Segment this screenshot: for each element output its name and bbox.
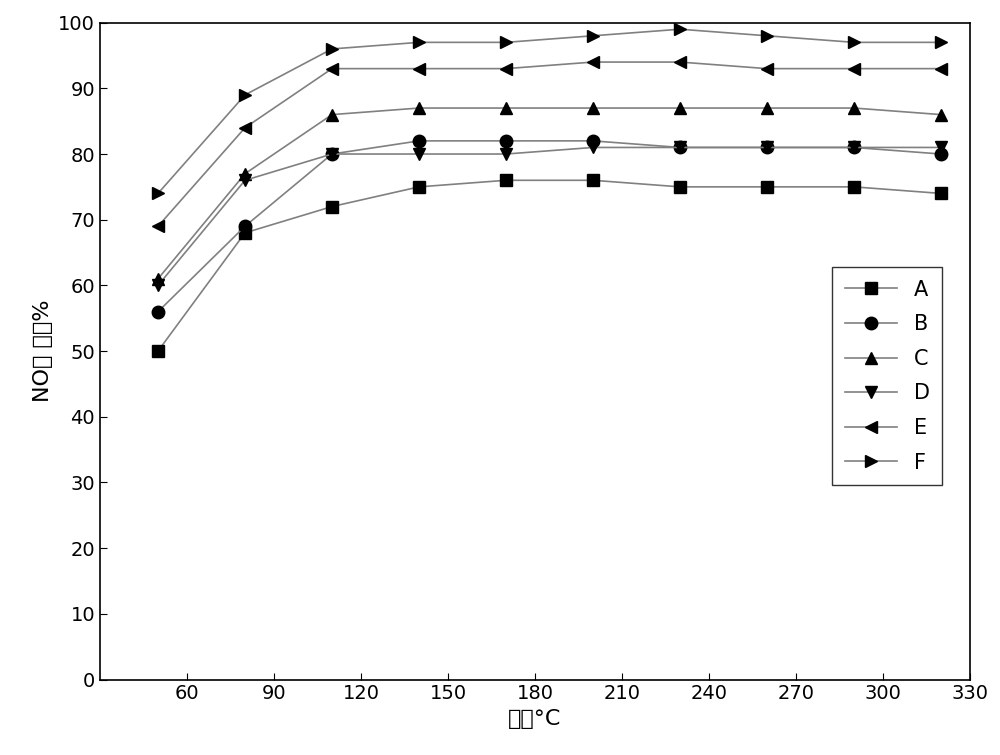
B: [848, 143, 860, 152]
Line: A: A: [152, 174, 947, 357]
D: [500, 149, 512, 159]
E: [500, 64, 512, 73]
A: [239, 228, 251, 237]
C: [674, 103, 686, 112]
Line: D: D: [152, 141, 947, 291]
C: [413, 103, 425, 112]
Line: B: B: [152, 134, 947, 318]
B: [935, 149, 947, 159]
A: [587, 176, 599, 185]
F: [239, 91, 251, 100]
A: [761, 182, 773, 191]
D: [413, 149, 425, 159]
C: [935, 110, 947, 119]
E: [152, 222, 164, 231]
D: [674, 143, 686, 152]
D: [761, 143, 773, 152]
Line: E: E: [152, 56, 947, 233]
Y-axis label: NO转 化率%: NO转 化率%: [33, 300, 53, 402]
F: [587, 31, 599, 40]
E: [587, 57, 599, 66]
A: [848, 182, 860, 191]
D: [587, 143, 599, 152]
B: [674, 143, 686, 152]
D: [848, 143, 860, 152]
D: [239, 176, 251, 185]
C: [152, 274, 164, 283]
C: [500, 103, 512, 112]
D: [326, 149, 338, 159]
E: [674, 57, 686, 66]
E: [935, 64, 947, 73]
A: [935, 189, 947, 198]
E: [413, 64, 425, 73]
A: [413, 182, 425, 191]
C: [587, 103, 599, 112]
Line: F: F: [152, 23, 947, 199]
A: [152, 347, 164, 356]
F: [935, 38, 947, 47]
F: [848, 38, 860, 47]
C: [848, 103, 860, 112]
F: [326, 45, 338, 54]
C: [326, 110, 338, 119]
E: [761, 64, 773, 73]
F: [413, 38, 425, 47]
D: [935, 143, 947, 152]
B: [761, 143, 773, 152]
Legend: A, B, C, D, E, F: A, B, C, D, E, F: [832, 267, 942, 485]
B: [326, 149, 338, 159]
E: [326, 64, 338, 73]
A: [326, 202, 338, 211]
F: [152, 189, 164, 198]
C: [761, 103, 773, 112]
A: [500, 176, 512, 185]
E: [239, 123, 251, 132]
B: [239, 222, 251, 231]
F: [674, 25, 686, 34]
E: [848, 64, 860, 73]
F: [761, 31, 773, 40]
A: [674, 182, 686, 191]
B: [413, 137, 425, 146]
B: [587, 137, 599, 146]
B: [152, 307, 164, 316]
D: [152, 281, 164, 290]
C: [239, 169, 251, 178]
F: [500, 38, 512, 47]
X-axis label: 温度°C: 温度°C: [508, 709, 562, 729]
B: [500, 137, 512, 146]
Line: C: C: [152, 102, 947, 285]
